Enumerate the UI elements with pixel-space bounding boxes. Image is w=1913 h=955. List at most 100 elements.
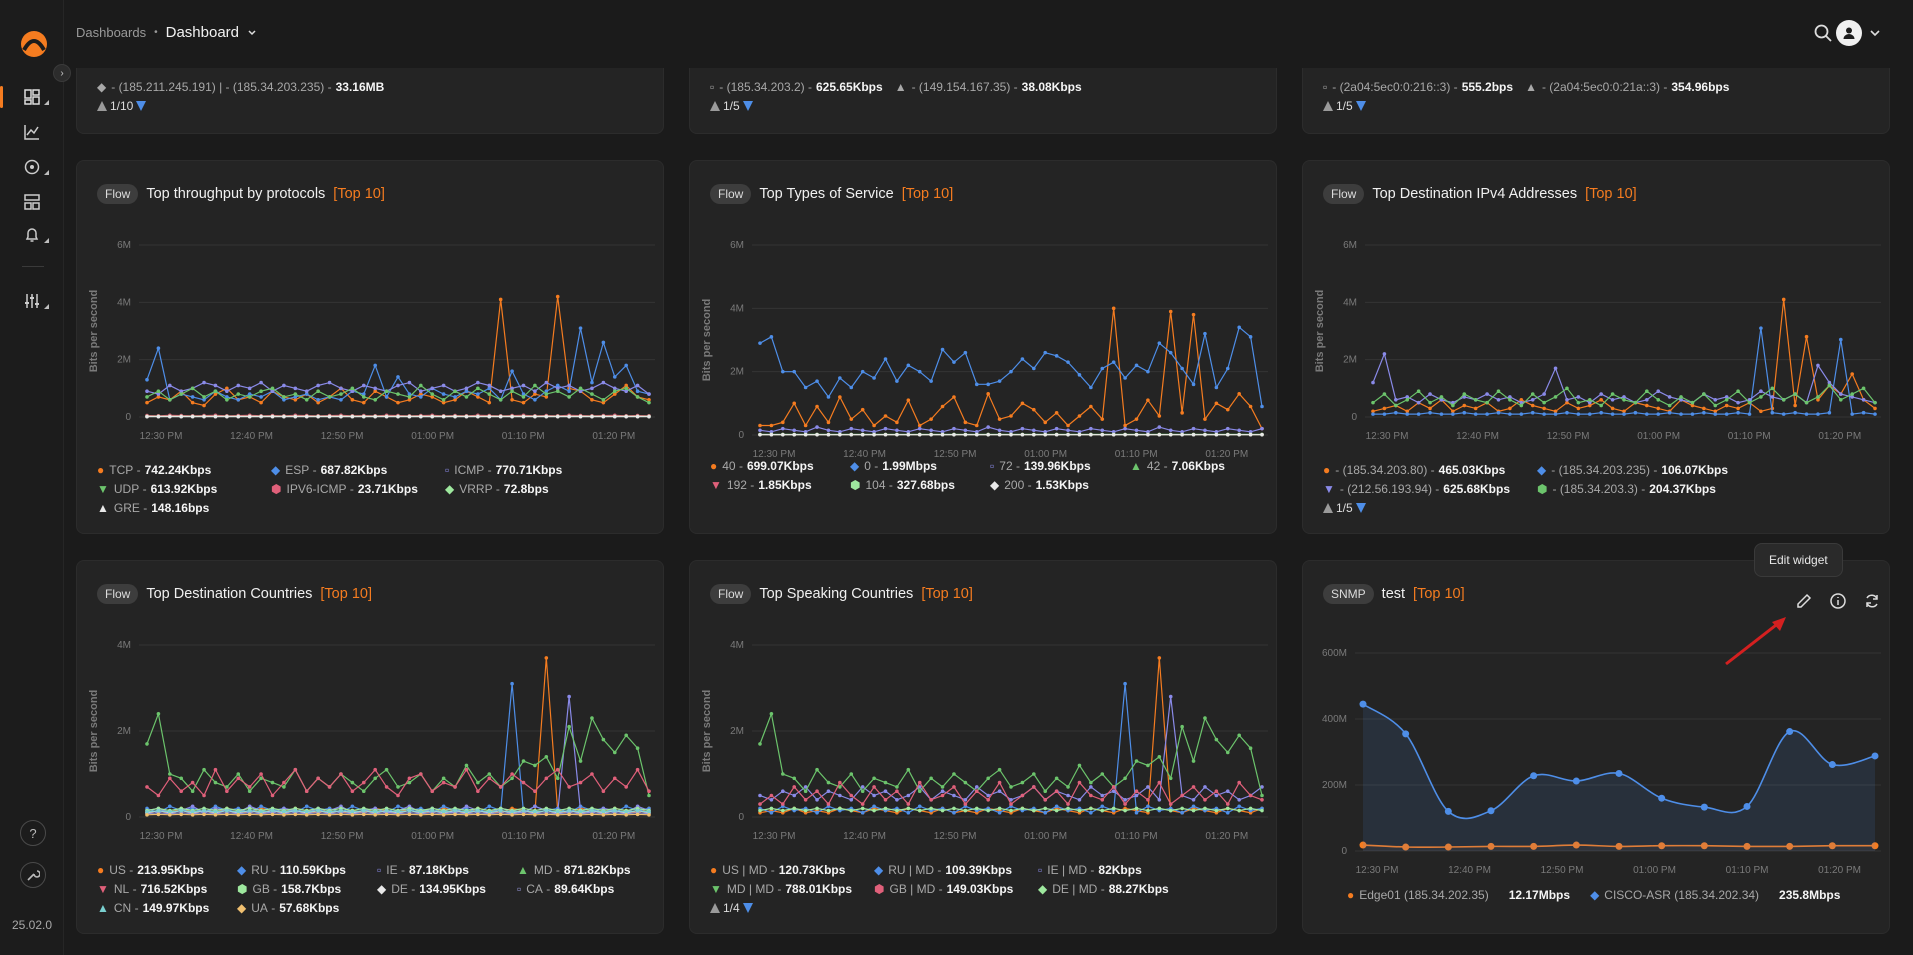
data-point[interactable] [533, 392, 537, 396]
data-point[interactable] [1077, 414, 1082, 418]
data-point[interactable] [259, 400, 263, 405]
data-point[interactable] [986, 382, 990, 387]
data-point[interactable] [327, 785, 332, 789]
data-point[interactable] [498, 785, 503, 789]
data-point[interactable] [624, 785, 628, 789]
data-point[interactable] [441, 414, 446, 419]
data-point[interactable] [361, 395, 366, 399]
data-point[interactable] [1043, 806, 1048, 811]
data-point[interactable] [1828, 761, 1836, 769]
data-point[interactable] [1168, 694, 1173, 699]
data-point[interactable] [156, 414, 161, 419]
data-point[interactable] [464, 804, 469, 809]
data-point[interactable] [860, 407, 865, 412]
data-point[interactable] [883, 426, 888, 431]
page-down-icon[interactable] [742, 902, 753, 913]
data-point[interactable] [1462, 410, 1467, 415]
data-point[interactable] [1827, 383, 1832, 388]
data-point[interactable] [883, 357, 888, 361]
data-point[interactable] [1428, 410, 1432, 415]
data-point[interactable] [1020, 426, 1025, 431]
page-down-icon[interactable] [1355, 502, 1366, 513]
data-point[interactable] [624, 810, 628, 814]
data-point[interactable] [1066, 793, 1070, 798]
data-point[interactable] [781, 369, 785, 374]
data-point[interactable] [202, 414, 206, 419]
data-point[interactable] [1793, 392, 1797, 396]
data-point[interactable] [1100, 772, 1105, 776]
data-point[interactable] [510, 776, 514, 781]
data-point[interactable] [815, 789, 819, 793]
data-point[interactable] [1713, 398, 1718, 402]
data-point[interactable] [997, 767, 1002, 772]
data-point[interactable] [917, 432, 922, 437]
data-point[interactable] [247, 386, 252, 391]
data-point[interactable] [1394, 398, 1398, 402]
data-point[interactable] [1542, 400, 1546, 405]
data-point[interactable] [612, 776, 617, 781]
data-point[interactable] [453, 785, 457, 789]
data-point[interactable] [1203, 432, 1207, 437]
data-point[interactable] [533, 810, 537, 814]
data-point[interactable] [1225, 806, 1230, 811]
data-point[interactable] [1724, 398, 1729, 402]
dashboard-chevron-down-icon[interactable] [247, 28, 257, 38]
data-point[interactable] [453, 414, 457, 419]
tools-button[interactable] [20, 862, 46, 888]
data-point[interactable] [612, 750, 617, 755]
data-point[interactable] [578, 810, 583, 814]
data-point[interactable] [769, 712, 774, 716]
data-point[interactable] [316, 400, 320, 405]
data-point[interactable] [590, 812, 594, 817]
data-point[interactable] [510, 369, 514, 373]
data-point[interactable] [419, 383, 423, 388]
data-point[interactable] [1645, 403, 1649, 408]
data-point[interactable] [225, 812, 229, 817]
data-point[interactable] [339, 812, 343, 817]
data-point[interactable] [521, 414, 526, 419]
data-point[interactable] [601, 414, 606, 419]
data-point[interactable] [441, 392, 446, 396]
data-point[interactable] [1382, 412, 1387, 416]
data-point[interactable] [1032, 772, 1036, 776]
data-point[interactable] [327, 414, 332, 419]
data-point[interactable] [624, 363, 628, 368]
legend-item[interactable]: ▼ UDP -613.92Kbps [97, 482, 259, 496]
data-point[interactable] [270, 389, 275, 393]
data-point[interactable] [1066, 806, 1070, 811]
data-point[interactable] [860, 432, 865, 437]
data-point[interactable] [225, 395, 229, 399]
data-point[interactable] [236, 772, 241, 776]
data-point[interactable] [1645, 389, 1649, 393]
data-point[interactable] [1428, 392, 1432, 396]
data-point[interactable] [453, 808, 457, 813]
data-point[interactable] [441, 813, 446, 817]
data-point[interactable] [304, 392, 309, 396]
data-point[interactable] [339, 772, 343, 776]
data-point[interactable] [179, 389, 184, 393]
data-point[interactable] [1679, 398, 1683, 402]
data-point[interactable] [1838, 398, 1843, 402]
data-point[interactable] [906, 430, 911, 434]
data-point[interactable] [1020, 806, 1025, 811]
data-point[interactable] [555, 294, 560, 299]
data-point[interactable] [1508, 398, 1512, 402]
data-point[interactable] [838, 780, 842, 785]
data-point[interactable] [1485, 412, 1489, 416]
data-point[interactable] [464, 767, 469, 772]
data-point[interactable] [1873, 406, 1877, 411]
data-point[interactable] [590, 392, 594, 396]
data-point[interactable] [1089, 404, 1093, 409]
data-point[interactable] [384, 414, 389, 419]
data-point[interactable] [940, 793, 945, 798]
data-point[interactable] [1123, 426, 1127, 431]
data-point[interactable] [1203, 785, 1207, 789]
data-point[interactable] [1191, 798, 1196, 802]
data-point[interactable] [647, 813, 651, 817]
data-point[interactable] [293, 414, 298, 419]
data-point[interactable] [168, 772, 172, 776]
data-point[interactable] [168, 813, 172, 817]
data-point[interactable] [1214, 789, 1219, 793]
data-point[interactable] [1610, 406, 1615, 411]
data-point[interactable] [872, 793, 876, 798]
